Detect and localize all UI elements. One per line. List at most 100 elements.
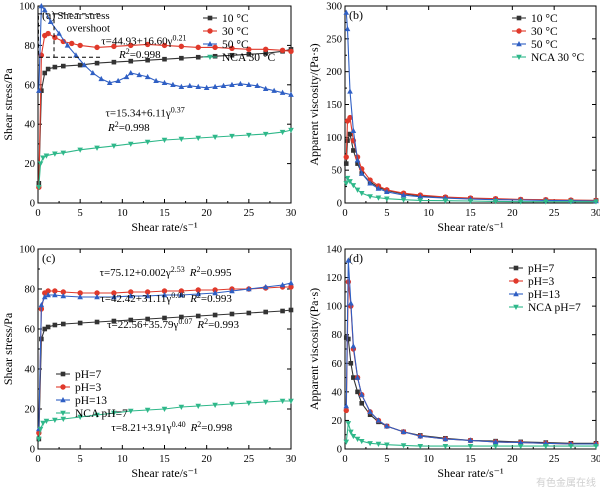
data-point bbox=[162, 56, 167, 62]
y-tick-label: 100 bbox=[19, 2, 35, 13]
y-tick-label: 200 bbox=[326, 67, 342, 78]
data-point bbox=[343, 403, 350, 409]
data-point bbox=[127, 69, 134, 76]
y-tick-label: 0 bbox=[30, 445, 35, 456]
legend-marker bbox=[207, 15, 213, 21]
series-s50 bbox=[36, 280, 294, 432]
series-s10 bbox=[36, 307, 294, 442]
data-point bbox=[348, 360, 354, 366]
legend-label: NCA 30 °C bbox=[531, 52, 584, 64]
x-tick-label: 20 bbox=[507, 208, 518, 219]
x-tick-label: 5 bbox=[78, 208, 83, 219]
series-s50 bbox=[36, 3, 294, 97]
data-point bbox=[94, 60, 100, 66]
data-point bbox=[345, 421, 352, 427]
data-point bbox=[343, 154, 349, 160]
fit-equation: τ=15.34+6.11γ0.37 bbox=[105, 105, 184, 119]
legend-marker bbox=[516, 28, 522, 34]
data-point bbox=[343, 407, 349, 414]
y-tick-label: 100 bbox=[326, 302, 342, 313]
data-point bbox=[279, 47, 286, 54]
y-tick-label: 40 bbox=[25, 120, 36, 131]
panel-d: 0 5 10 15 20 25 30 0 20 40 60 80 100 120 140 Shear rate… bbox=[307, 245, 600, 481]
data-point bbox=[348, 300, 354, 306]
fit-equation: τ=8.21+3.91γ0.40 R2=0.998 bbox=[111, 420, 232, 434]
legend-label: 50 °C bbox=[222, 39, 249, 51]
legend-label: pH=13 bbox=[528, 289, 560, 301]
x-tick-label: 0 bbox=[35, 208, 40, 219]
data-point bbox=[288, 280, 294, 286]
data-point bbox=[359, 400, 365, 406]
x-tick-label: 25 bbox=[244, 208, 255, 219]
legend-label: pH=13 bbox=[75, 395, 107, 407]
data-point bbox=[77, 62, 83, 68]
data-point bbox=[195, 54, 201, 60]
data-point bbox=[355, 389, 360, 395]
data-point bbox=[237, 80, 244, 87]
y-tick-label: 20 bbox=[25, 159, 36, 170]
legend-marker bbox=[207, 28, 213, 34]
x-tick-label: 25 bbox=[549, 208, 560, 219]
data-point bbox=[45, 66, 51, 72]
series-s30 bbox=[36, 30, 294, 190]
data-point bbox=[347, 88, 353, 94]
data-point bbox=[178, 43, 185, 50]
data-point bbox=[280, 308, 285, 314]
data-point bbox=[94, 44, 100, 51]
x-tick-label: 30 bbox=[591, 208, 600, 219]
data-point bbox=[195, 44, 201, 51]
fit-r2: R2=0.998 bbox=[118, 47, 161, 61]
series-nca bbox=[343, 175, 599, 205]
y-tick-label: 250 bbox=[326, 34, 342, 45]
legend-label: pH=7 bbox=[528, 263, 555, 275]
data-point bbox=[77, 320, 83, 326]
y-axis-label: Shear stress/Pa bbox=[1, 312, 15, 385]
y-tick-label: 300 bbox=[326, 2, 342, 13]
y-axis-label: Shear stress/Pa bbox=[1, 68, 15, 141]
watermark-text: 有色金属在线 bbox=[536, 476, 596, 489]
x-tick-label: 10 bbox=[423, 208, 434, 219]
series-s50 bbox=[343, 257, 599, 447]
series-line bbox=[345, 116, 597, 201]
series-s30 bbox=[343, 114, 599, 204]
y-tick-label: 60 bbox=[332, 359, 343, 370]
legend-marker bbox=[513, 278, 519, 284]
data-point bbox=[246, 310, 252, 316]
data-point bbox=[45, 324, 51, 330]
data-point bbox=[98, 75, 105, 82]
fit-equation: τ=75.12+0.002γ2.53 R2=0.995 bbox=[100, 265, 232, 279]
data-point bbox=[179, 55, 184, 61]
legend-label: 50 °C bbox=[531, 39, 558, 51]
legend-label: 30 °C bbox=[531, 26, 558, 38]
y-tick-label: 40 bbox=[25, 365, 36, 376]
x-tick-label: 20 bbox=[201, 208, 212, 219]
x-tick-label: 30 bbox=[591, 454, 600, 465]
panel-c: 0 5 10 15 20 25 30 0 20 40 60 80 100 Shear rate/s⁻¹ Sh… bbox=[1, 245, 296, 481]
y-tick-label: 20 bbox=[332, 416, 343, 427]
y-tick-label: 120 bbox=[326, 273, 342, 284]
data-point bbox=[343, 161, 349, 166]
x-tick-label: 20 bbox=[507, 454, 518, 465]
x-tick-label: 15 bbox=[159, 208, 170, 219]
data-point bbox=[350, 433, 357, 440]
data-point bbox=[229, 311, 235, 317]
legend-label: NCA 30 °C bbox=[222, 52, 275, 64]
plot-frame bbox=[344, 248, 597, 450]
data-point bbox=[40, 155, 46, 161]
fit-equation: τ=44.93+16.60γ0.21 bbox=[101, 33, 186, 47]
legend-marker bbox=[60, 371, 66, 377]
y-tick-label: 100 bbox=[19, 245, 35, 256]
x-tick-label: 0 bbox=[35, 454, 40, 465]
data-point bbox=[288, 48, 294, 55]
series-line bbox=[345, 260, 596, 445]
x-tick-label: 15 bbox=[465, 454, 476, 465]
data-point bbox=[187, 82, 193, 88]
legend-label: 10 °C bbox=[222, 13, 249, 25]
data-point bbox=[38, 302, 45, 308]
legend-label: 30 °C bbox=[222, 26, 249, 38]
data-point bbox=[212, 53, 218, 59]
series-line bbox=[345, 337, 596, 444]
